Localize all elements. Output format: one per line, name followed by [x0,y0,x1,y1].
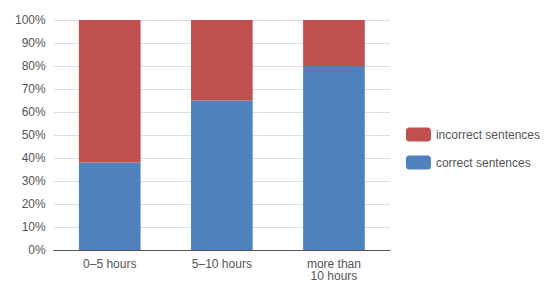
svg-text:incorrect sentences: incorrect sentences [436,128,540,142]
svg-text:0–5 hours: 0–5 hours [83,257,136,271]
svg-text:30%: 30% [22,174,46,188]
svg-text:50%: 50% [22,128,46,142]
svg-text:80%: 80% [22,59,46,73]
svg-text:60%: 60% [22,105,46,119]
svg-text:5–10 hours: 5–10 hours [192,257,252,271]
svg-text:70%: 70% [22,82,46,96]
svg-text:100%: 100% [15,13,46,27]
svg-text:more than: more than [306,257,361,271]
svg-text:correct sentences: correct sentences [436,156,531,170]
svg-text:90%: 90% [22,36,46,50]
svg-text:10 hours: 10 hours [311,269,358,283]
svg-text:20%: 20% [22,197,46,211]
svg-text:40%: 40% [22,151,46,165]
svg-text:10%: 10% [22,220,46,234]
svg-text:0%: 0% [28,243,46,257]
